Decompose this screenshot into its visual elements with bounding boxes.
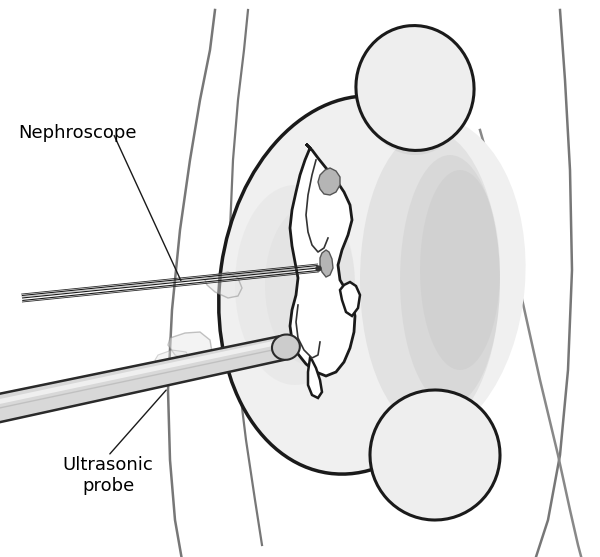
Ellipse shape [265, 205, 355, 365]
Ellipse shape [365, 45, 465, 155]
Text: Nephroscope: Nephroscope [18, 124, 137, 142]
Polygon shape [308, 358, 322, 398]
Polygon shape [0, 336, 284, 424]
Polygon shape [320, 250, 333, 277]
Ellipse shape [380, 405, 490, 515]
Ellipse shape [356, 26, 474, 150]
Polygon shape [205, 272, 242, 298]
Polygon shape [155, 350, 192, 374]
Ellipse shape [219, 96, 491, 474]
Ellipse shape [400, 155, 500, 405]
Polygon shape [290, 144, 355, 376]
Ellipse shape [360, 130, 500, 430]
Ellipse shape [314, 115, 526, 444]
Ellipse shape [370, 390, 500, 520]
Polygon shape [340, 282, 360, 316]
Ellipse shape [420, 170, 500, 370]
Ellipse shape [272, 335, 300, 360]
Polygon shape [318, 168, 340, 195]
Polygon shape [168, 332, 212, 362]
Ellipse shape [235, 185, 355, 385]
Text: Ultrasonic
probe: Ultrasonic probe [62, 456, 154, 495]
